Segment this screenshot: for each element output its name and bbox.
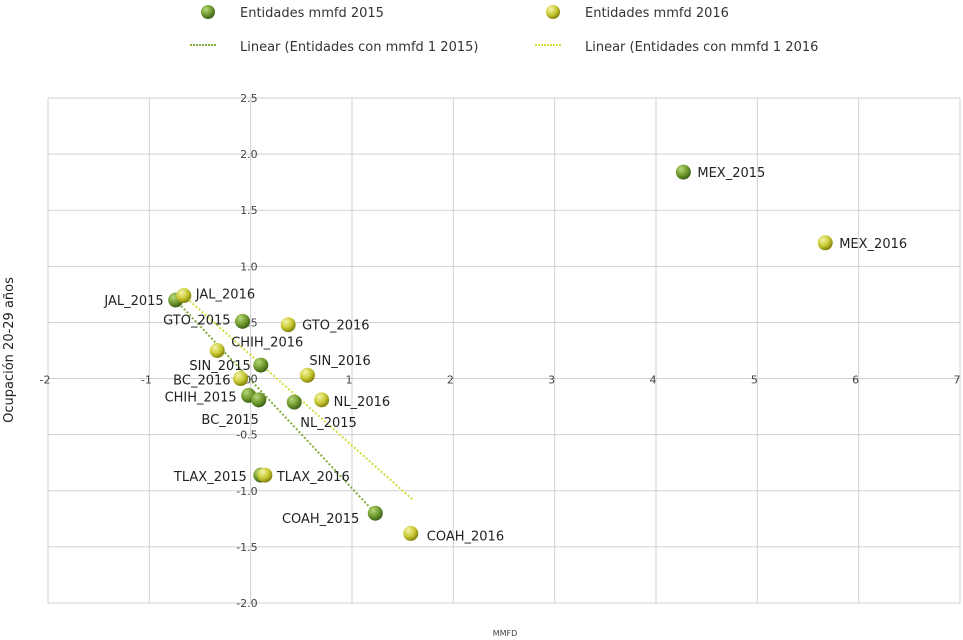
y-tick-label: -2.0 bbox=[236, 597, 257, 610]
data-point-bc_2016 bbox=[233, 371, 249, 387]
legend-label: Linear (Entidades con mmfd 1 2015) bbox=[240, 40, 478, 55]
y-tick-label: 2.0 bbox=[240, 148, 258, 161]
data-point-jal_2016 bbox=[176, 288, 192, 304]
data-label: BC_2015 bbox=[201, 413, 258, 428]
data-label: GTO_2015 bbox=[163, 313, 230, 328]
data-point-mex_2015 bbox=[675, 164, 691, 180]
x-tick-label: 2 bbox=[447, 374, 454, 387]
data-label: MEX_2015 bbox=[697, 166, 765, 181]
y-tick-label: 1.5 bbox=[240, 204, 258, 217]
data-label: JAL_2016 bbox=[195, 288, 255, 303]
data-label: CHIH_2016 bbox=[231, 336, 303, 351]
x-tick-label: -2 bbox=[40, 374, 51, 387]
data-label: TLAX_2016 bbox=[276, 470, 350, 485]
data-point-mex_2016 bbox=[817, 235, 833, 251]
data-point-tlax_2016 bbox=[257, 467, 273, 483]
x-tick-label: 3 bbox=[548, 374, 555, 387]
data-point-gto_2015 bbox=[235, 313, 251, 329]
y-tick-label: 1.0 bbox=[240, 260, 258, 273]
legend-label: Linear (Entidades con mmfd 1 2016 bbox=[585, 40, 818, 55]
data-label: GTO_2016 bbox=[302, 319, 369, 334]
y-tick-label: 0 bbox=[251, 373, 258, 386]
x-tick-label: 4 bbox=[650, 374, 657, 387]
data-point-bc_2015 bbox=[251, 392, 267, 408]
data-point-nl_2016 bbox=[314, 392, 330, 408]
x-tick-label: 1 bbox=[346, 374, 353, 387]
trendline-2015 bbox=[174, 299, 377, 514]
data-label: COAH_2015 bbox=[282, 512, 359, 527]
x-axis-label: mmfd bbox=[493, 626, 518, 639]
data-point-coah_2015 bbox=[367, 505, 383, 521]
data-label: SIN_2015 bbox=[189, 359, 250, 374]
data-point-sin_2015 bbox=[253, 357, 269, 373]
data-point-chih_2016 bbox=[209, 343, 225, 358]
data-label: NL_2016 bbox=[334, 395, 391, 410]
x-tick-label: 5 bbox=[751, 374, 758, 387]
data-label: COAH_2016 bbox=[427, 529, 504, 544]
data-label: CHIH_2015 bbox=[165, 390, 237, 405]
legend-label: Entidades mmfd 2016 bbox=[585, 6, 729, 21]
data-label: JAL_2015 bbox=[103, 294, 163, 309]
data-point-gto_2016 bbox=[280, 317, 296, 333]
y-tick-label: -0.5 bbox=[236, 429, 257, 442]
data-label: MEX_2016 bbox=[839, 237, 907, 252]
x-tick-label: 7 bbox=[954, 374, 961, 387]
y-tick-label: -1.5 bbox=[236, 541, 257, 554]
data-label: NL_2015 bbox=[300, 416, 357, 431]
y-tick-label: 2.5 bbox=[240, 92, 258, 105]
data-label: TLAX_2015 bbox=[173, 470, 247, 485]
data-label: SIN_2016 bbox=[309, 354, 370, 369]
y-tick-label: -1.0 bbox=[236, 485, 257, 498]
x-tick-label: -1 bbox=[141, 374, 152, 387]
y-axis-label: Ocupación 20-29 años bbox=[2, 277, 17, 423]
data-point-sin_2016 bbox=[299, 367, 315, 383]
legend-marker-2016 bbox=[546, 5, 560, 19]
legend-marker-2015 bbox=[201, 5, 215, 19]
x-tick-label: 6 bbox=[852, 374, 859, 387]
data-point-coah_2016 bbox=[403, 525, 419, 541]
data-label: BC_2016 bbox=[173, 374, 230, 389]
data-point-nl_2015 bbox=[286, 394, 302, 410]
legend-label: Entidades mmfd 2015 bbox=[240, 6, 384, 21]
